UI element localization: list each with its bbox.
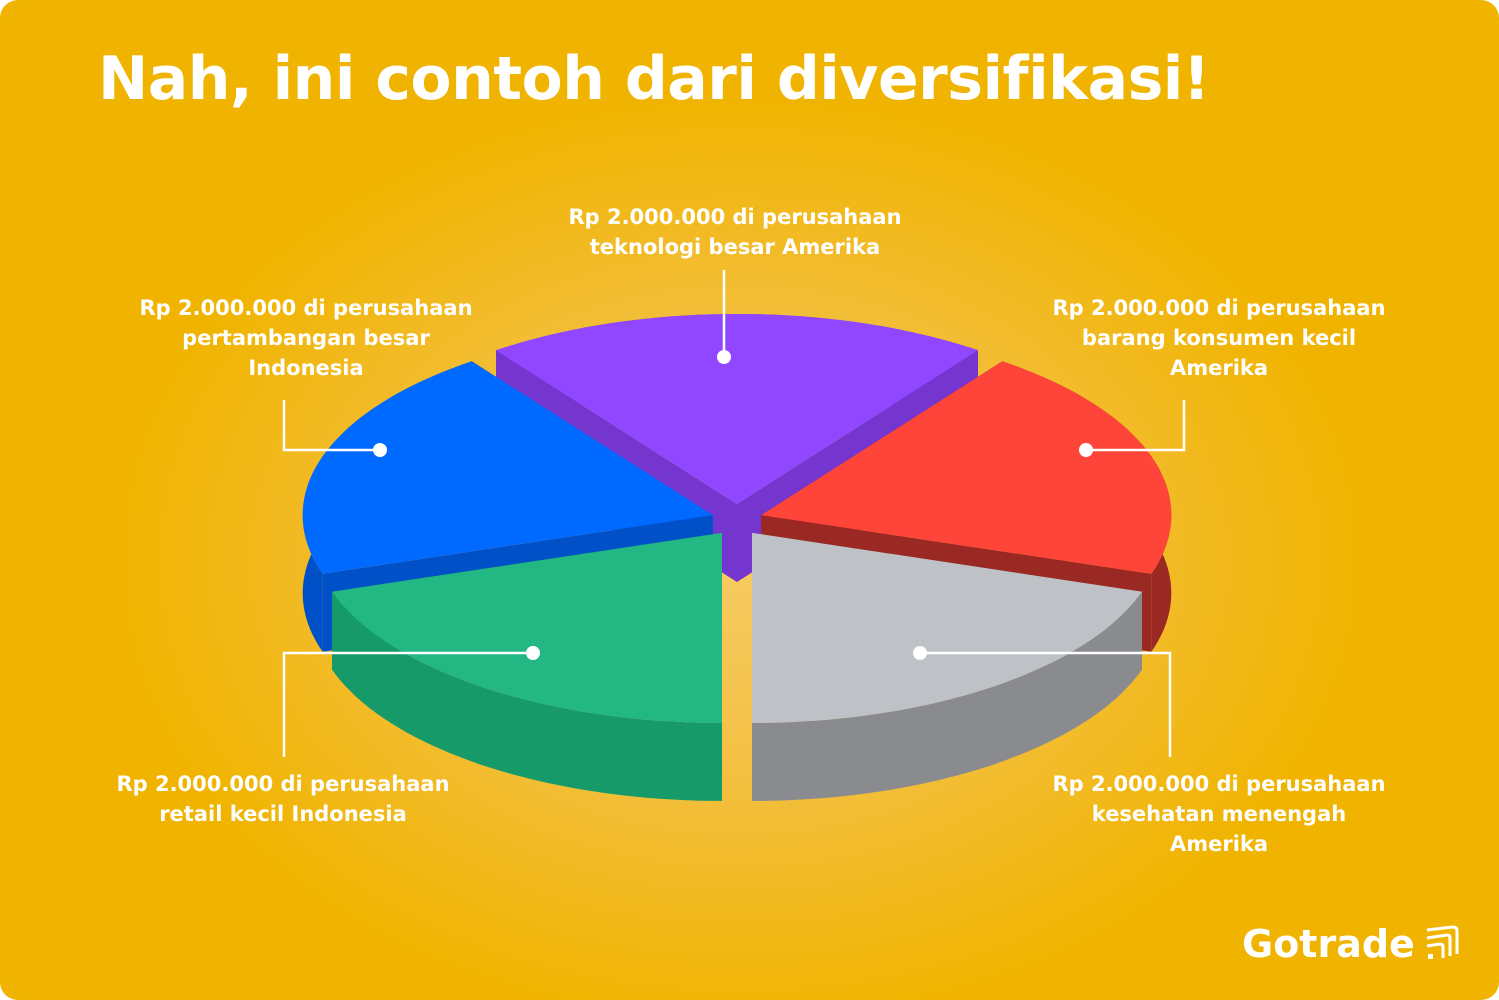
pie-slice-health <box>752 532 1142 801</box>
marker-dot-mining <box>373 443 387 457</box>
gotrade-logo-icon <box>1426 925 1459 959</box>
slice-top-retail <box>332 532 722 723</box>
slice-label-consumer: Rp 2.000.000 di perusahaan barang konsum… <box>1052 293 1385 383</box>
slice-label-mining: Rp 2.000.000 di perusahaan pertambangan … <box>139 293 472 383</box>
label-line: kesehatan menengah <box>1091 802 1347 826</box>
slice-top-mining <box>302 361 713 574</box>
marker-dot-health <box>913 646 927 660</box>
leader-line-retail <box>282 651 533 757</box>
brand-name: Gotrade <box>1242 922 1415 966</box>
label-line: Rp 2.000.000 di perusahaan <box>568 205 902 229</box>
slice-label-technology: Rp 2.000.000 di perusahaan teknologi bes… <box>568 202 901 262</box>
slice-label-retail: Rp 2.000.000 di perusahaan retail kecil … <box>116 769 449 829</box>
pie-slice-retail <box>332 532 722 801</box>
leader-line-health <box>920 651 1172 757</box>
label-line: pertambangan besar <box>182 326 430 350</box>
leader-line-mining <box>282 400 380 452</box>
slice-outer-wall-retail <box>332 591 722 801</box>
page-title: Nah, ini contoh dari diversifikasi! <box>98 44 1210 114</box>
slice-top-health <box>752 532 1142 723</box>
label-line: teknologi besar Amerika <box>589 235 881 259</box>
label-line: Rp 2.000.000 di perusahaan <box>116 772 450 796</box>
slice-top-consumer <box>761 361 1172 574</box>
slice-outer-wall-health <box>752 591 1142 801</box>
slice-label-health: Rp 2.000.000 di perusahaan kesehatan men… <box>1052 769 1385 859</box>
label-line: barang konsumen kecil <box>1081 326 1357 350</box>
marker-dot-consumer <box>1079 443 1093 457</box>
label-line: Rp 2.000.000 di perusahaan <box>139 296 473 320</box>
label-line: Amerika <box>1169 832 1269 856</box>
marker-dot-technology <box>717 350 731 364</box>
label-line: Indonesia <box>248 356 364 380</box>
leader-line-consumer <box>1086 400 1186 452</box>
label-line: retail kecil Indonesia <box>159 802 407 826</box>
slice-top-technology <box>496 314 978 504</box>
label-line: Rp 2.000.000 di perusahaan <box>1052 772 1386 796</box>
gotrade-logo: Gotrade <box>1242 922 1461 966</box>
label-line: Amerika <box>1169 356 1269 380</box>
label-line: Rp 2.000.000 di perusahaan <box>1052 296 1386 320</box>
marker-dot-retail <box>526 646 540 660</box>
